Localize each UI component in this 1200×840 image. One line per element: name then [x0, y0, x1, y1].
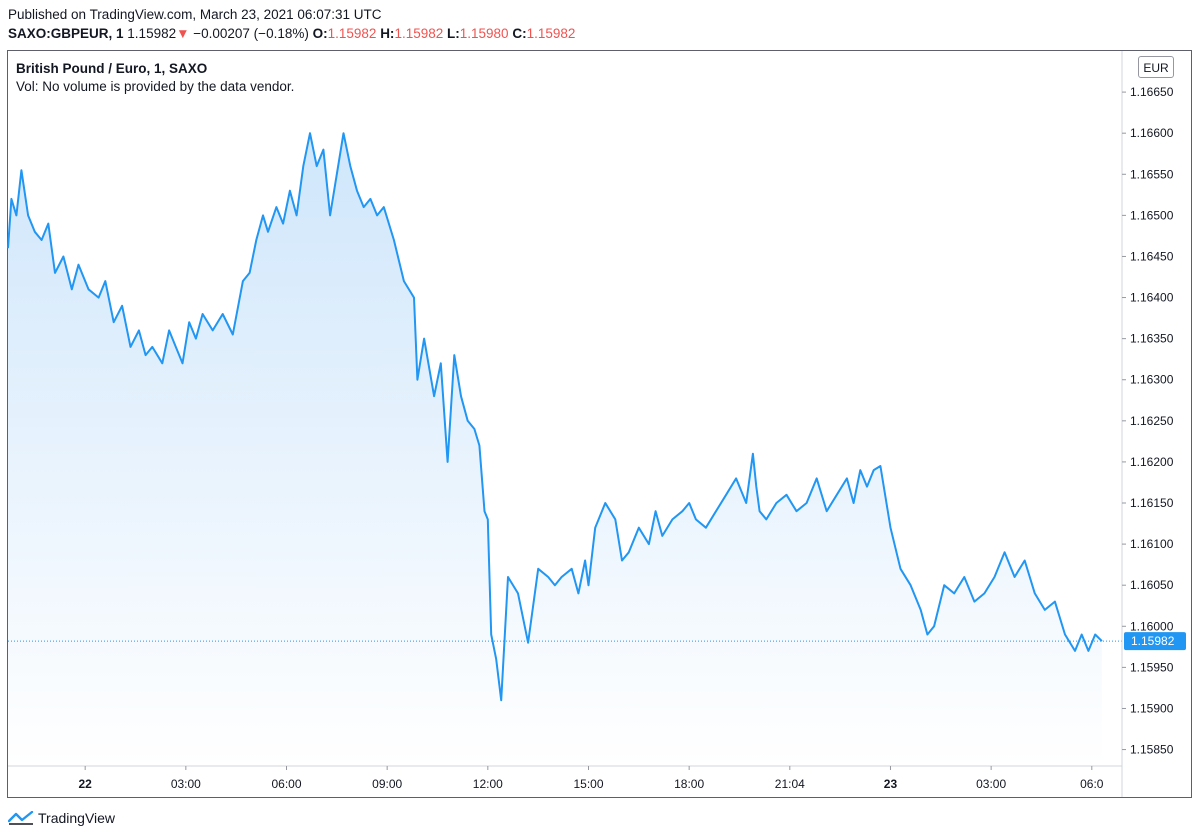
volume-note: Vol: No volume is provided by the data v… — [16, 79, 295, 94]
y-tick-label: 1.16200 — [1130, 455, 1174, 469]
x-tick-label: 06:00 — [271, 777, 301, 791]
close-value: 1.15982 — [526, 26, 576, 41]
low-label: L: — [447, 26, 460, 41]
tradingview-logo-icon — [8, 811, 34, 825]
y-tick-label: 1.16600 — [1130, 126, 1174, 140]
x-tick-label: 06:0 — [1080, 777, 1104, 791]
tradingview-wordmark: TradingView — [38, 810, 116, 826]
x-tick-label: 09:00 — [372, 777, 402, 791]
y-tick-label: 1.16250 — [1130, 414, 1174, 428]
x-axis[interactable]: 22 03:00 06:00 09:00 12:00 15:00 18:00 21:04 23 0… — [8, 765, 1122, 791]
price-line — [7, 132, 1103, 702]
low-value: 1.15980 — [459, 26, 509, 41]
tradingview-logo[interactable]: TradingView — [8, 810, 115, 826]
last-price-tag: 1.15982 — [1124, 632, 1186, 651]
y-axis[interactable]: 1.15850 1.15900 1.15950 1.16000 1.16050 1.161… — [1121, 51, 1174, 797]
x-tick-label: 18:00 — [674, 777, 704, 791]
last-price-tag-bg — [1124, 632, 1186, 651]
x-tick-label: 22 — [78, 777, 92, 791]
y-tick-label: 1.15950 — [1130, 660, 1174, 674]
ticker-line: SAXO:GBPEUR, 1 1.15982▼ −0.00207 (−0.18%… — [8, 26, 575, 41]
high-label: H: — [380, 26, 395, 41]
price-change: −0.00207 (−0.18%) — [193, 26, 309, 41]
symbol-label: SAXO:GBPEUR, 1 — [8, 26, 124, 41]
open-label: O: — [312, 26, 328, 41]
y-tick-label: 1.16450 — [1130, 249, 1174, 263]
area-fill — [8, 133, 1102, 766]
y-tick-label: 1.16150 — [1130, 496, 1174, 510]
chart-title: British Pound / Euro, 1, SAXO — [16, 61, 208, 76]
y-tick-label: 1.16400 — [1130, 291, 1174, 305]
y-tick-label: 1.16500 — [1130, 208, 1174, 222]
open-value: 1.15982 — [327, 26, 377, 41]
last-price: 1.15982 — [127, 26, 177, 41]
y-tick-label: 1.15900 — [1130, 701, 1174, 715]
x-tick-label: 03:00 — [976, 777, 1006, 791]
x-tick-label: 15:00 — [573, 777, 603, 791]
y-tick-label: 1.16550 — [1130, 167, 1174, 181]
chart-frame[interactable] — [7, 50, 1192, 798]
y-tick-label: 1.16100 — [1130, 537, 1174, 551]
x-tick-label: 12:00 — [473, 777, 503, 791]
y-tick-label: 1.15850 — [1130, 743, 1174, 757]
last-price-tag-label: 1.15982 — [1131, 634, 1175, 648]
y-tick-label: 1.16350 — [1130, 332, 1174, 346]
x-tick-label: 23 — [884, 777, 898, 791]
y-tick-label: 1.16300 — [1130, 373, 1174, 387]
y-tick-label: 1.16050 — [1130, 578, 1174, 592]
y-tick-label: 1.16000 — [1130, 619, 1174, 633]
x-tick-label: 21:04 — [775, 777, 805, 791]
high-value: 1.15982 — [394, 26, 444, 41]
y-tick-label: 1.16650 — [1130, 85, 1174, 99]
published-note: Published on TradingView.com, March 23, … — [8, 7, 382, 22]
down-arrow-icon: ▼ — [176, 26, 190, 41]
x-tick-label: 03:00 — [171, 777, 201, 791]
close-label: C: — [512, 26, 527, 41]
currency-badge[interactable]: EUR — [1138, 56, 1174, 78]
